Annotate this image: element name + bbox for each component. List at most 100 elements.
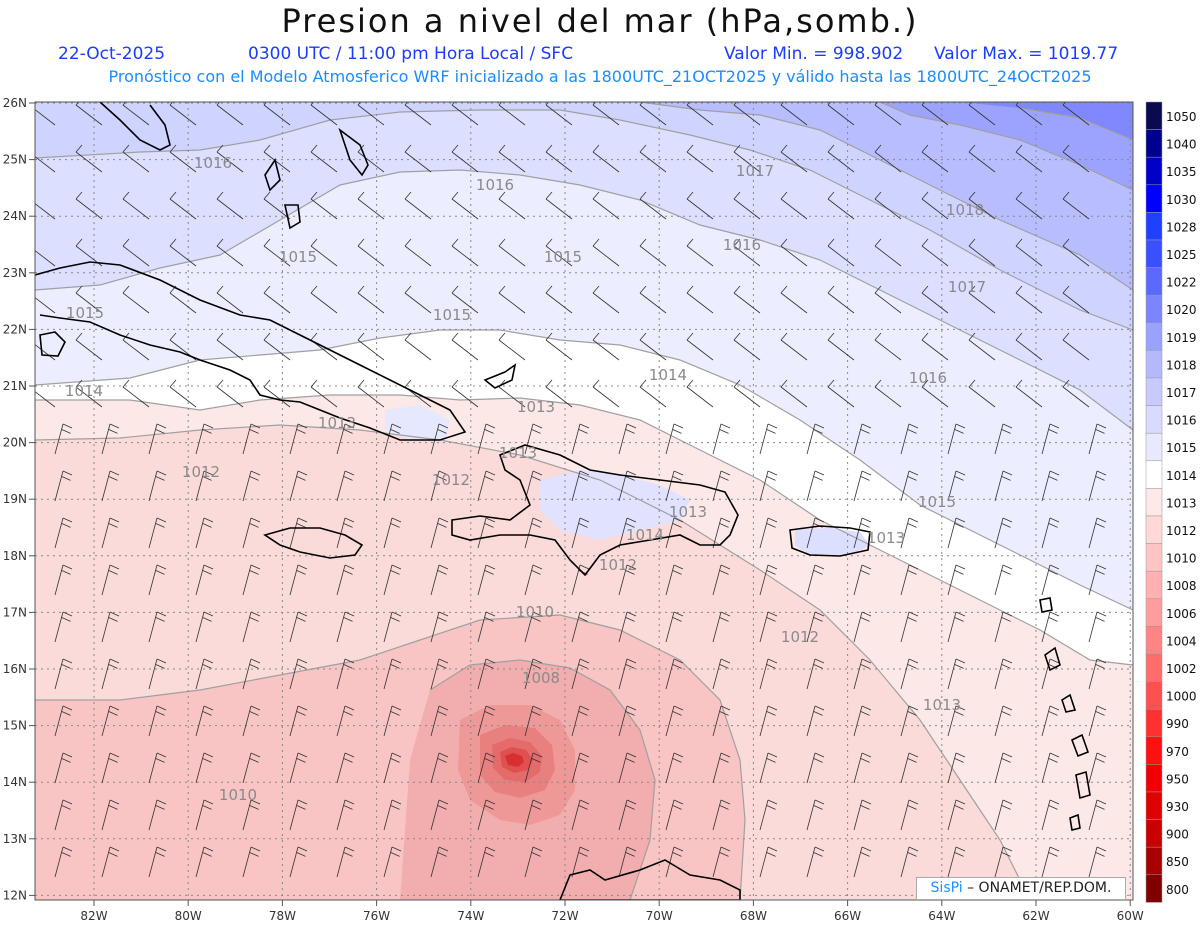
- contour-label: 1015: [66, 304, 104, 322]
- lat-label: 24N: [3, 209, 27, 223]
- colorbar-label: 1004: [1166, 634, 1197, 648]
- colorbar-label: 1000: [1166, 690, 1197, 704]
- lat-label: 13N: [3, 832, 27, 846]
- colorbar-swatch: [1145, 460, 1163, 489]
- contour-label: 1015: [544, 248, 582, 266]
- colorbar-swatch: [1145, 101, 1163, 130]
- band-1017: [35, 102, 1133, 330]
- contour-label: 1018: [946, 201, 984, 219]
- lat-label: 16N: [3, 662, 27, 676]
- colorbar-swatch: [1145, 653, 1163, 682]
- colorbar-label: 1017: [1166, 386, 1197, 400]
- lon-label: 74W: [457, 909, 484, 923]
- contour-label: 1012: [781, 628, 819, 646]
- colorbar-swatch: [1145, 791, 1163, 820]
- lon-label: 82W: [80, 909, 107, 923]
- coast-lesser-antilles-6: [1039, 597, 1053, 613]
- contour-label: 1016: [476, 176, 514, 194]
- lat-label: 15N: [3, 719, 27, 733]
- contour-label: 1013: [669, 503, 707, 521]
- lat-label: 17N: [3, 605, 27, 619]
- colorbar-swatch: [1145, 570, 1163, 600]
- colorbar-label: 850: [1166, 855, 1189, 869]
- lon-label: 64W: [928, 909, 955, 923]
- contour-label: 1017: [736, 162, 774, 180]
- coast-florida: [99, 102, 171, 151]
- colorbar-swatch: [1145, 350, 1163, 379]
- colorbar-label: 1016: [1166, 414, 1197, 428]
- colorbar-swatch: [1145, 819, 1163, 848]
- colorbar-label: 900: [1166, 828, 1189, 842]
- colorbar-swatch: [1145, 681, 1163, 710]
- contour-label: 1015: [433, 306, 471, 324]
- band-1020: [960, 102, 1133, 140]
- colorbar-swatch: [1145, 294, 1163, 324]
- map-plot-area: 1016 1016 1017 1018 1015 1015 1016 1017 1015 1015…: [35, 102, 1133, 900]
- contour-label: 1017: [948, 278, 986, 296]
- contour-label: 1013: [867, 529, 905, 547]
- colorbar-label: 950: [1166, 772, 1189, 786]
- contour-label: 1013: [499, 444, 537, 462]
- isobar-lines: [35, 102, 1133, 900]
- lat-label: 19N: [3, 492, 27, 506]
- colorbar-swatch: [1145, 322, 1163, 351]
- contour-label: 1015: [279, 248, 317, 266]
- colorbar-swatch: [1145, 212, 1163, 241]
- lat-label: 26N: [3, 96, 27, 110]
- colorbar-label: 930: [1166, 800, 1189, 814]
- colorbar-label: 1002: [1166, 662, 1197, 676]
- forecast-time: 0300 UTC / 11:00 pm Hora Local / SFC: [248, 44, 574, 64]
- coast-bahamas-2: [284, 204, 301, 230]
- coast-bahamas-1: [264, 158, 281, 192]
- lon-label: 78W: [269, 909, 296, 923]
- colorbar-label: 1013: [1166, 496, 1197, 510]
- colorbar-swatch: [1145, 488, 1163, 517]
- blob-hispaniola: [540, 470, 690, 540]
- colorbar-swatch: [1145, 543, 1163, 572]
- coast-bahamas-3: [338, 127, 369, 177]
- contour-label: 1016: [909, 369, 947, 387]
- colorbar-label: 1020: [1166, 303, 1197, 317]
- colorbar-label: 800: [1166, 883, 1189, 897]
- lat-label: 23N: [3, 266, 27, 280]
- colorbar-swatch: [1145, 846, 1163, 876]
- lat-label: 12N: [3, 888, 27, 902]
- band-1018: [640, 102, 1133, 290]
- coast-lesser-antilles-2: [1061, 693, 1077, 713]
- colorbar-swatch: [1145, 708, 1163, 738]
- contour-label: 1013: [517, 398, 555, 416]
- coast-venezuela: [559, 859, 741, 900]
- wind-barbs: [35, 102, 1107, 878]
- colorbar-swatch: [1145, 874, 1163, 903]
- blob-puertorico: [795, 528, 870, 555]
- contour-label: 1008: [522, 669, 560, 687]
- colorbar-label: 1022: [1166, 276, 1197, 290]
- band-1019: [880, 102, 1133, 190]
- coast-lesser-antilles-1: [1044, 646, 1061, 672]
- forecast-date: 22-Oct-2025: [58, 44, 166, 64]
- colorbar-label: 1025: [1166, 248, 1197, 262]
- contour-label: 1016: [723, 236, 761, 254]
- lon-label: 62W: [1022, 909, 1049, 923]
- colorbar-swatch: [1145, 267, 1163, 296]
- coast-turks: [483, 363, 517, 389]
- coast-cuba: [35, 261, 467, 441]
- colorbar-label: 1018: [1166, 358, 1197, 372]
- coast-lesser-antilles-5: [1069, 813, 1081, 831]
- lon-label: 70W: [646, 909, 673, 923]
- coastlines: [35, 102, 1091, 900]
- contour-label: 1014: [649, 366, 687, 384]
- lat-label: 25N: [3, 153, 27, 167]
- colorbar-swatch: [1145, 764, 1163, 793]
- contour-label: 1013: [318, 414, 356, 432]
- contour-label: 1014: [65, 382, 103, 400]
- coast-isla-juventud: [39, 331, 66, 357]
- model-run-info: Pronóstico con el Modelo Atmosferico WRF…: [108, 67, 1092, 86]
- contour-label: 1015: [918, 493, 956, 511]
- map-frame: [34, 101, 1134, 901]
- lon-label: 60W: [1117, 909, 1144, 923]
- colorbar-label: 990: [1166, 717, 1189, 731]
- value-min: Valor Min. = 998.902: [724, 44, 904, 64]
- lon-label: 68W: [740, 909, 767, 923]
- value-max: Valor Max. = 1019.77: [934, 44, 1119, 64]
